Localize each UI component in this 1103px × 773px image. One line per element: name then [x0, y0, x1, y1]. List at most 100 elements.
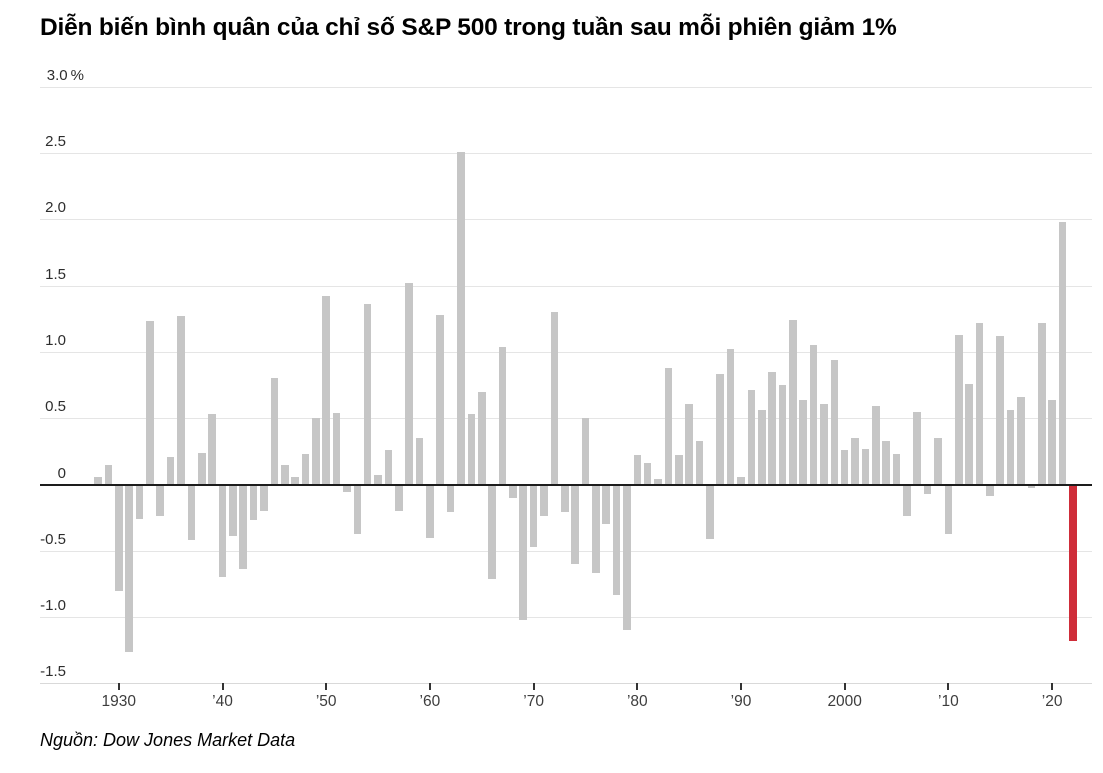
- bar-2014: [986, 484, 994, 497]
- bar-1968: [509, 484, 517, 498]
- bar-2015: [996, 335, 1005, 485]
- bar-2008: [923, 484, 932, 494]
- bar-1971: [540, 484, 548, 517]
- gridline--1.5: [40, 683, 1092, 685]
- bar-2016: [1006, 410, 1015, 485]
- bar-1935: [166, 456, 175, 485]
- bar-2018: [1027, 484, 1036, 489]
- bar-2020: [1048, 399, 1056, 485]
- bar-2012: [965, 383, 973, 485]
- bar-1994: [778, 385, 787, 485]
- bar-1992: [757, 410, 766, 485]
- x-axis-label-1930: 1930: [101, 693, 137, 711]
- x-axis-label-1940: ’40: [212, 693, 233, 711]
- bar-1975: [581, 418, 590, 485]
- x-tick-1970: [532, 683, 535, 691]
- x-tick-1980: [636, 683, 639, 691]
- bar-1989: [726, 349, 735, 485]
- bar-1986: [695, 440, 704, 485]
- y-axis-label--0.5: -0.5: [40, 530, 66, 548]
- bar-2002: [861, 448, 870, 485]
- bar-1981: [643, 463, 652, 485]
- gridline-2.5: [40, 153, 1092, 154]
- bar-1984: [674, 455, 683, 485]
- gridline--0.5: [40, 550, 1092, 552]
- x-axis-label-2010: ’10: [938, 693, 959, 711]
- bar-1997: [809, 345, 818, 485]
- bar-1938: [197, 452, 206, 485]
- bar-2022: [1069, 484, 1077, 641]
- bar-1972: [550, 312, 559, 485]
- bar-1941: [229, 484, 237, 537]
- gridline--1.0: [40, 617, 1092, 619]
- bar-1957: [394, 484, 403, 512]
- bar-2019: [1037, 322, 1046, 485]
- bar-1966: [488, 484, 496, 579]
- bar-1977: [602, 484, 610, 525]
- x-axis-label-2000: 2000: [827, 693, 862, 711]
- gridline-0.5: [40, 418, 1092, 420]
- bar-1947: [291, 476, 299, 485]
- bar-1954: [363, 304, 372, 485]
- bar-1951: [332, 412, 341, 485]
- bar-1978: [612, 484, 621, 595]
- bar-1934: [156, 484, 165, 517]
- bar-2017: [1017, 396, 1025, 485]
- bar-1961: [436, 314, 445, 485]
- bar-1962: [446, 484, 455, 513]
- bar-1946: [280, 464, 289, 485]
- bar-1970: [529, 484, 538, 547]
- x-axis-label-1970: ’70: [523, 693, 544, 711]
- bar-1956: [384, 450, 393, 485]
- bar-1933: [146, 321, 154, 485]
- bar-2007: [913, 411, 922, 485]
- bar-1948: [301, 454, 310, 485]
- bar-1990: [737, 476, 745, 485]
- x-axis-label-1990: ’90: [730, 693, 752, 711]
- bar-1932: [135, 484, 144, 519]
- bar-1958: [405, 282, 413, 485]
- bar-1940: [218, 484, 227, 578]
- bar-1943: [249, 484, 258, 521]
- bar-1985: [685, 403, 693, 485]
- y-axis-label-2.5: 2.5: [45, 133, 66, 150]
- bar-2004: [882, 440, 890, 485]
- bar-1937: [187, 484, 196, 541]
- y-axis-label-1.5: 1.5: [45, 265, 66, 283]
- bar-1973: [560, 484, 569, 513]
- x-axis-label-2020: ’20: [1041, 693, 1063, 711]
- source-note: Nguồn: Dow Jones Market Data: [40, 730, 296, 750]
- bar-1976: [592, 484, 600, 574]
- bar-1982: [654, 479, 662, 485]
- x-tick-1940: [221, 683, 224, 691]
- x-tick-1950: [325, 683, 328, 691]
- bar-2006: [903, 484, 911, 517]
- bar-1936: [177, 316, 185, 485]
- bar-1988: [716, 374, 725, 485]
- y-axis-unit: %: [67, 66, 84, 84]
- x-tick-2000: [843, 683, 846, 691]
- y-axis-label--1.5: -1.5: [40, 663, 66, 681]
- bar-1963: [457, 151, 465, 485]
- bar-1999: [830, 359, 839, 485]
- bar-1995: [789, 320, 797, 485]
- bar-1980: [633, 455, 642, 485]
- x-tick-1960: [428, 683, 431, 691]
- y-axis-label-0: 0: [57, 464, 66, 482]
- x-tick-1930: [117, 683, 120, 691]
- bar-2011: [954, 334, 963, 485]
- bar-1953: [353, 484, 362, 534]
- bar-1991: [747, 390, 756, 485]
- bar-2000: [840, 450, 849, 485]
- bar-1955: [374, 475, 382, 485]
- bar-2009: [934, 438, 942, 485]
- x-axis-label-1980: ’80: [626, 693, 648, 711]
- bar-1928: [94, 476, 102, 485]
- bar-1945: [270, 378, 279, 485]
- bar-1996: [799, 399, 807, 485]
- x-tick-2020: [1051, 683, 1054, 691]
- bar-1987: [706, 484, 714, 539]
- y-axis-label-3.0: 3.0 %: [46, 66, 84, 84]
